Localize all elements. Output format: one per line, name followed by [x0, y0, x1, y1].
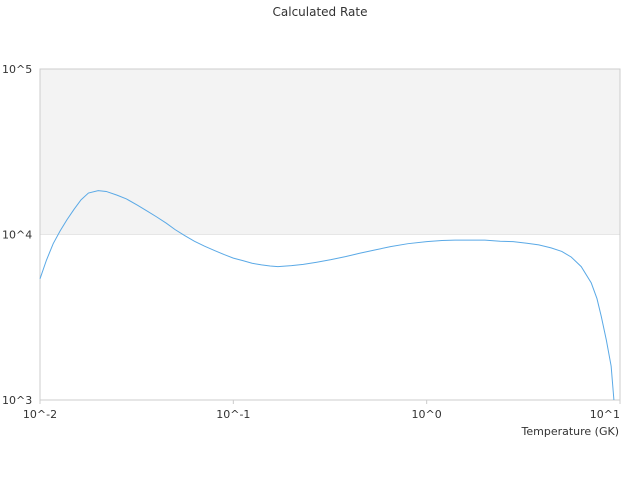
y-tick-label: 10^4	[2, 229, 32, 242]
y-tick-label: 10^5	[2, 63, 32, 76]
y-tick-label: 10^3	[2, 394, 32, 407]
upper-band	[40, 69, 620, 235]
x-axis-label: Temperature (GK)	[521, 425, 620, 438]
plot-area	[39, 68, 621, 401]
x-tick-label: 10^-1	[216, 408, 250, 421]
x-tick-label: 10^0	[412, 408, 442, 421]
series-line	[39, 190, 615, 401]
chart-title: Calculated Rate	[273, 5, 368, 19]
x-axis-ticks: 10^-2 10^-1 10^0 10^1	[23, 400, 621, 421]
x-tick-label: 10^1	[590, 408, 620, 421]
x-tick-label: 10^-2	[23, 408, 57, 421]
y-axis-ticks: 10^3 10^4 10^5	[2, 63, 32, 407]
